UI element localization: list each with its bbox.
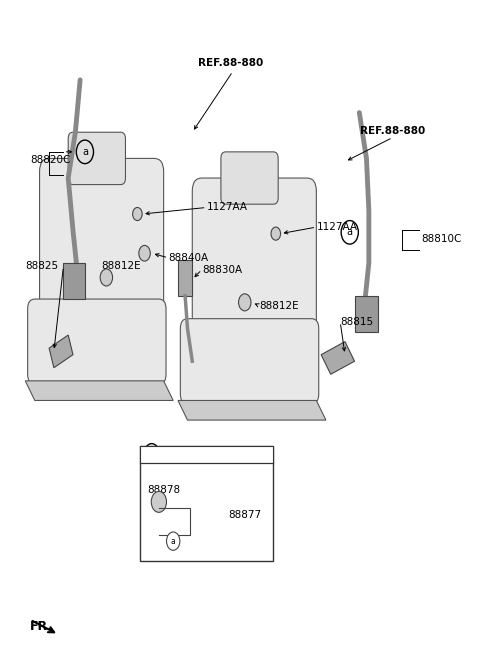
FancyBboxPatch shape xyxy=(39,158,164,348)
Text: 88820C: 88820C xyxy=(30,155,71,166)
Bar xyxy=(63,263,85,299)
Text: 88825: 88825 xyxy=(25,261,59,271)
FancyBboxPatch shape xyxy=(28,299,166,384)
FancyBboxPatch shape xyxy=(180,319,319,404)
Text: a: a xyxy=(149,449,155,459)
Bar xyxy=(140,446,274,463)
Text: 1127AA: 1127AA xyxy=(206,202,248,212)
Text: FR.: FR. xyxy=(30,620,53,633)
Circle shape xyxy=(167,532,180,551)
Polygon shape xyxy=(178,401,326,420)
Text: 88840A: 88840A xyxy=(168,253,208,263)
Polygon shape xyxy=(321,342,355,374)
Text: 88810C: 88810C xyxy=(421,234,462,244)
Bar xyxy=(355,296,378,332)
Polygon shape xyxy=(25,381,173,401)
Circle shape xyxy=(132,208,142,221)
Circle shape xyxy=(239,294,251,311)
Polygon shape xyxy=(49,335,73,368)
Text: REF.88-880: REF.88-880 xyxy=(198,58,263,68)
Text: a: a xyxy=(171,537,176,545)
Text: 88815: 88815 xyxy=(340,317,373,327)
Text: a: a xyxy=(347,227,353,237)
FancyBboxPatch shape xyxy=(221,152,278,204)
Text: 88830A: 88830A xyxy=(202,265,242,275)
Text: 88812E: 88812E xyxy=(102,261,141,271)
Circle shape xyxy=(139,246,150,261)
Text: 88877: 88877 xyxy=(228,510,261,520)
Circle shape xyxy=(151,491,167,512)
Text: REF.88-880: REF.88-880 xyxy=(360,125,425,135)
Text: 88812E: 88812E xyxy=(259,301,299,311)
Text: a: a xyxy=(82,147,88,157)
Text: 88878: 88878 xyxy=(147,486,180,495)
Bar xyxy=(178,260,192,296)
FancyBboxPatch shape xyxy=(68,132,125,185)
Text: 1127AA: 1127AA xyxy=(316,222,357,232)
Circle shape xyxy=(271,227,281,240)
FancyBboxPatch shape xyxy=(192,178,316,368)
Circle shape xyxy=(100,269,113,286)
Bar xyxy=(140,446,274,560)
